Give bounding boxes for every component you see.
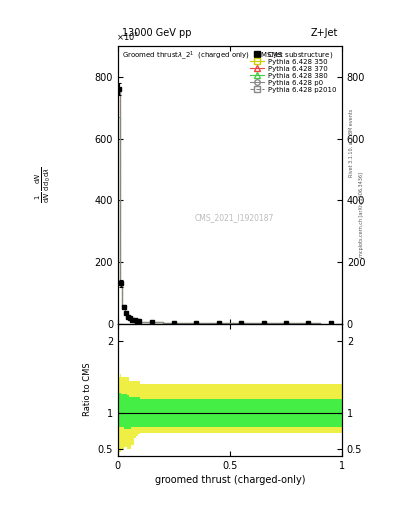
Text: CMS_2021_I1920187: CMS_2021_I1920187 bbox=[195, 214, 274, 223]
Text: Z+Jet: Z+Jet bbox=[310, 28, 338, 38]
Y-axis label: $\frac{1}{\mathrm{d}N}\,\frac{\mathrm{d}N}{\mathrm{d}\,\mathrm{d}_0\,\mathrm{d}\: $\frac{1}{\mathrm{d}N}\,\frac{\mathrm{d}… bbox=[33, 166, 53, 203]
Text: Groomed thrust$\lambda\_2^1$  (charged only)  (CMS jet substructure): Groomed thrust$\lambda\_2^1$ (charged on… bbox=[122, 49, 334, 61]
Y-axis label: Ratio to CMS: Ratio to CMS bbox=[83, 363, 92, 416]
Legend: CMS, Pythia 6.428 350, Pythia 6.428 370, Pythia 6.428 380, Pythia 6.428 p0, Pyth: CMS, Pythia 6.428 350, Pythia 6.428 370,… bbox=[248, 50, 338, 95]
X-axis label: groomed thrust (charged-only): groomed thrust (charged-only) bbox=[155, 475, 305, 485]
Text: $\times10^3$: $\times10^3$ bbox=[116, 31, 139, 44]
Text: mcplots.cern.ch [arXiv:1306.3436]: mcplots.cern.ch [arXiv:1306.3436] bbox=[359, 173, 364, 258]
Text: Rivet 3.1.10, ≥ 2.8M events: Rivet 3.1.10, ≥ 2.8M events bbox=[349, 109, 354, 178]
Text: 13000 GeV pp: 13000 GeV pp bbox=[122, 28, 191, 38]
